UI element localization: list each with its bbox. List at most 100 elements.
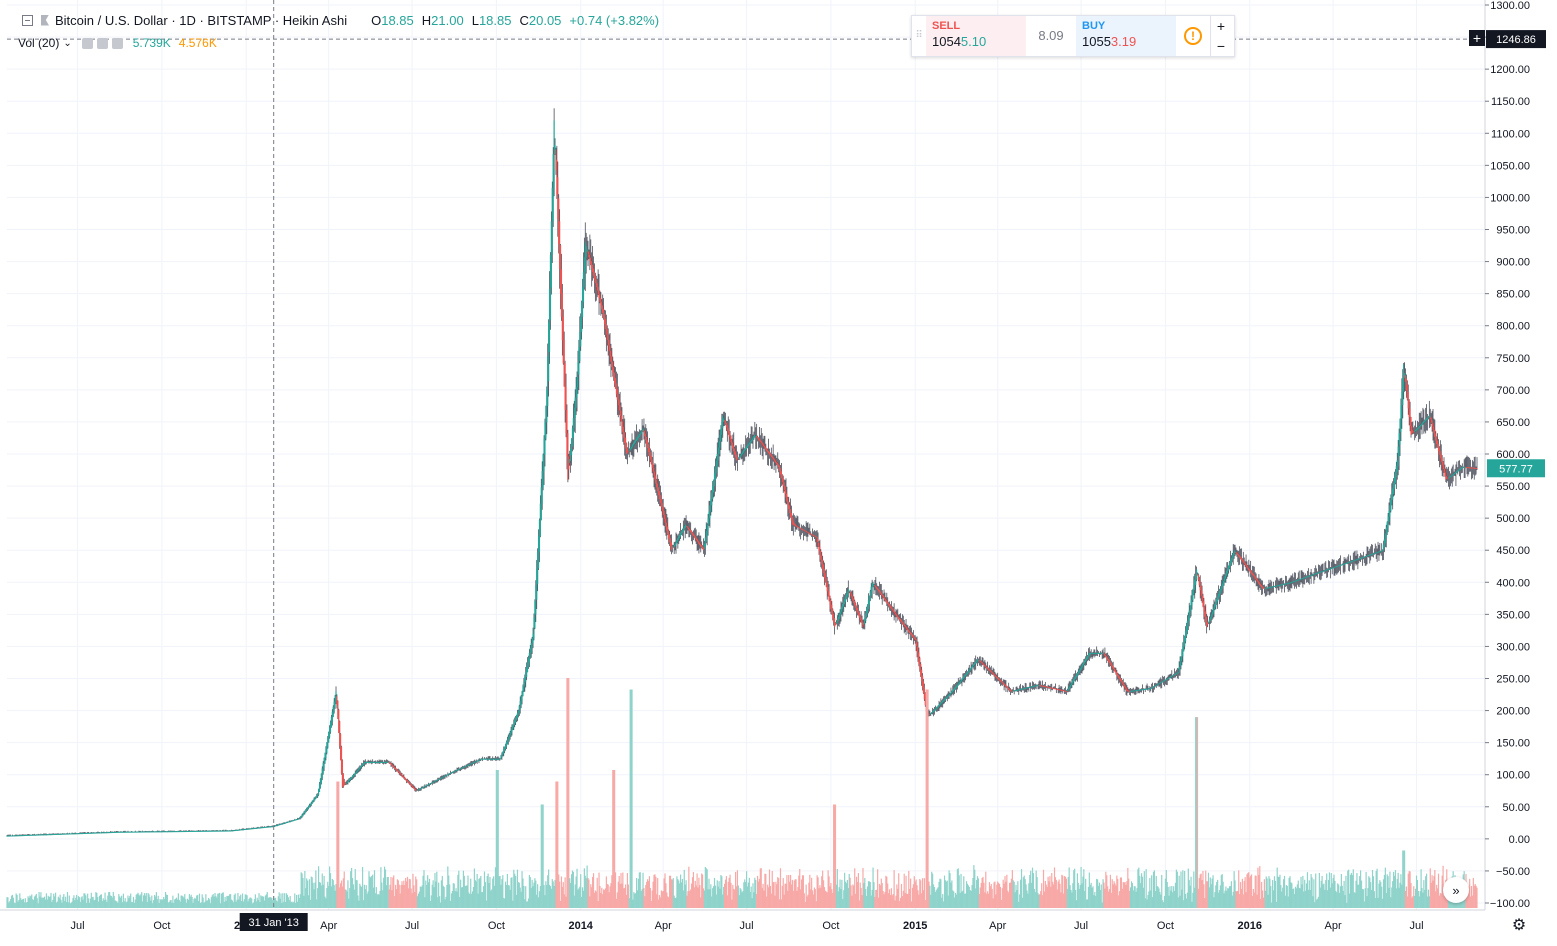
volume-bar xyxy=(834,804,837,908)
volume-bar xyxy=(565,896,567,908)
volume-bar xyxy=(1348,869,1350,908)
close-icon[interactable] xyxy=(111,37,123,49)
volume-bar xyxy=(87,893,89,908)
volume-bar xyxy=(195,898,197,908)
candle-body xyxy=(698,541,700,544)
scroll-to-realtime-button[interactable]: » xyxy=(1443,877,1469,903)
volume-bar xyxy=(730,882,732,908)
candle-body xyxy=(1018,689,1020,691)
volume-bar xyxy=(910,878,912,908)
candle-body xyxy=(977,660,980,662)
volume-bar xyxy=(830,883,832,908)
candle-body xyxy=(165,831,168,833)
candle-body xyxy=(61,833,63,835)
collapse-icon[interactable] xyxy=(22,14,33,26)
volume-legend[interactable]: Vol (20) ⌄ 5.739K 4.576K xyxy=(18,36,217,50)
volume-bar xyxy=(1126,881,1128,908)
candle-body xyxy=(921,675,924,688)
time-tick-label: Apr xyxy=(1325,920,1342,932)
volume-bar xyxy=(296,901,299,908)
flag-icon[interactable] xyxy=(41,14,49,26)
time-tick-label: Jul xyxy=(1074,920,1088,932)
candle-body xyxy=(873,584,875,586)
volume-bar xyxy=(360,885,362,908)
candle-body xyxy=(362,762,365,766)
plus-button[interactable]: + xyxy=(1216,18,1226,34)
volume-bar xyxy=(321,873,323,908)
volume-bar xyxy=(162,899,164,908)
volume-bar xyxy=(281,903,283,908)
volume-bar xyxy=(178,899,180,908)
volume-bar xyxy=(53,893,55,908)
settings-icon[interactable] xyxy=(96,37,108,49)
price-tick-label: 200.00 xyxy=(1496,706,1530,718)
candle-body xyxy=(1469,467,1471,469)
candle-body xyxy=(737,457,739,459)
candle-body xyxy=(843,601,845,607)
volume-bar xyxy=(450,893,453,908)
crosshair-date-label: 31 Jan '13 xyxy=(248,917,298,929)
volume-bar xyxy=(560,876,563,908)
candle-body xyxy=(90,832,92,834)
info-button[interactable]: ! xyxy=(1176,16,1210,56)
volume-bar xyxy=(388,889,390,908)
volume-bar xyxy=(847,887,849,908)
drag-handle-icon[interactable]: ⠿ xyxy=(915,30,923,41)
volume-bar xyxy=(755,880,757,908)
candle-body xyxy=(618,399,620,411)
candle-body xyxy=(757,437,760,440)
volume-bar xyxy=(318,881,321,908)
eye-icon[interactable] xyxy=(81,37,93,49)
minus-button[interactable]: − xyxy=(1216,38,1226,54)
price-tick-label: 150.00 xyxy=(1496,738,1530,750)
gear-icon[interactable]: ⚙ xyxy=(1511,917,1527,934)
volume-bar xyxy=(960,873,962,908)
volume-bar xyxy=(1087,886,1090,908)
chevron-down-icon[interactable]: ⌄ xyxy=(63,37,72,49)
volume-bar xyxy=(1054,877,1057,908)
volume-bar xyxy=(672,878,674,908)
sell-button[interactable]: SELL 10545.10 xyxy=(926,16,1026,56)
symbol-header[interactable]: Bitcoin / U.S. Dollar · 1D · BITSTAMP · … xyxy=(22,10,659,30)
candle-body xyxy=(1432,423,1434,430)
candle-body xyxy=(225,830,227,832)
buy-button[interactable]: BUY 10553.19 xyxy=(1076,16,1176,56)
volume-bar xyxy=(146,901,148,908)
volume-bar xyxy=(525,886,527,908)
volume-bar xyxy=(1438,895,1441,908)
candle-body xyxy=(332,706,334,717)
candle-body xyxy=(943,698,946,701)
volume-bar xyxy=(552,881,554,908)
volume-bar xyxy=(413,885,415,908)
candle-body xyxy=(704,537,706,547)
volume-bar xyxy=(543,885,545,908)
candle-body xyxy=(404,777,406,780)
volume-bar xyxy=(1473,885,1475,908)
add-alert-plus-icon[interactable]: + xyxy=(1469,30,1485,46)
volume-bar xyxy=(1392,881,1394,908)
candle-body xyxy=(888,602,890,606)
candle-body xyxy=(1278,584,1280,586)
volume-bar xyxy=(1136,888,1138,908)
candle-body xyxy=(773,458,775,461)
candle-body xyxy=(632,444,634,447)
volume-bar xyxy=(85,895,87,908)
candle-body xyxy=(967,670,969,674)
volume-bar xyxy=(1264,890,1266,908)
candle-body xyxy=(466,765,468,767)
volume-bar xyxy=(216,897,218,908)
candle-body xyxy=(910,633,913,636)
volume-bar xyxy=(1143,871,1145,908)
volume-bar xyxy=(1296,884,1298,908)
volume-bar xyxy=(768,869,771,908)
candle-body xyxy=(837,616,839,622)
candle-body xyxy=(835,622,837,624)
volume-bar xyxy=(455,888,457,908)
candle-body xyxy=(1100,652,1102,654)
volume-bar xyxy=(1389,871,1391,908)
candle-body xyxy=(325,747,327,759)
candle-body xyxy=(822,564,825,574)
volume-bar xyxy=(866,895,868,908)
volume-bar xyxy=(1375,871,1377,908)
